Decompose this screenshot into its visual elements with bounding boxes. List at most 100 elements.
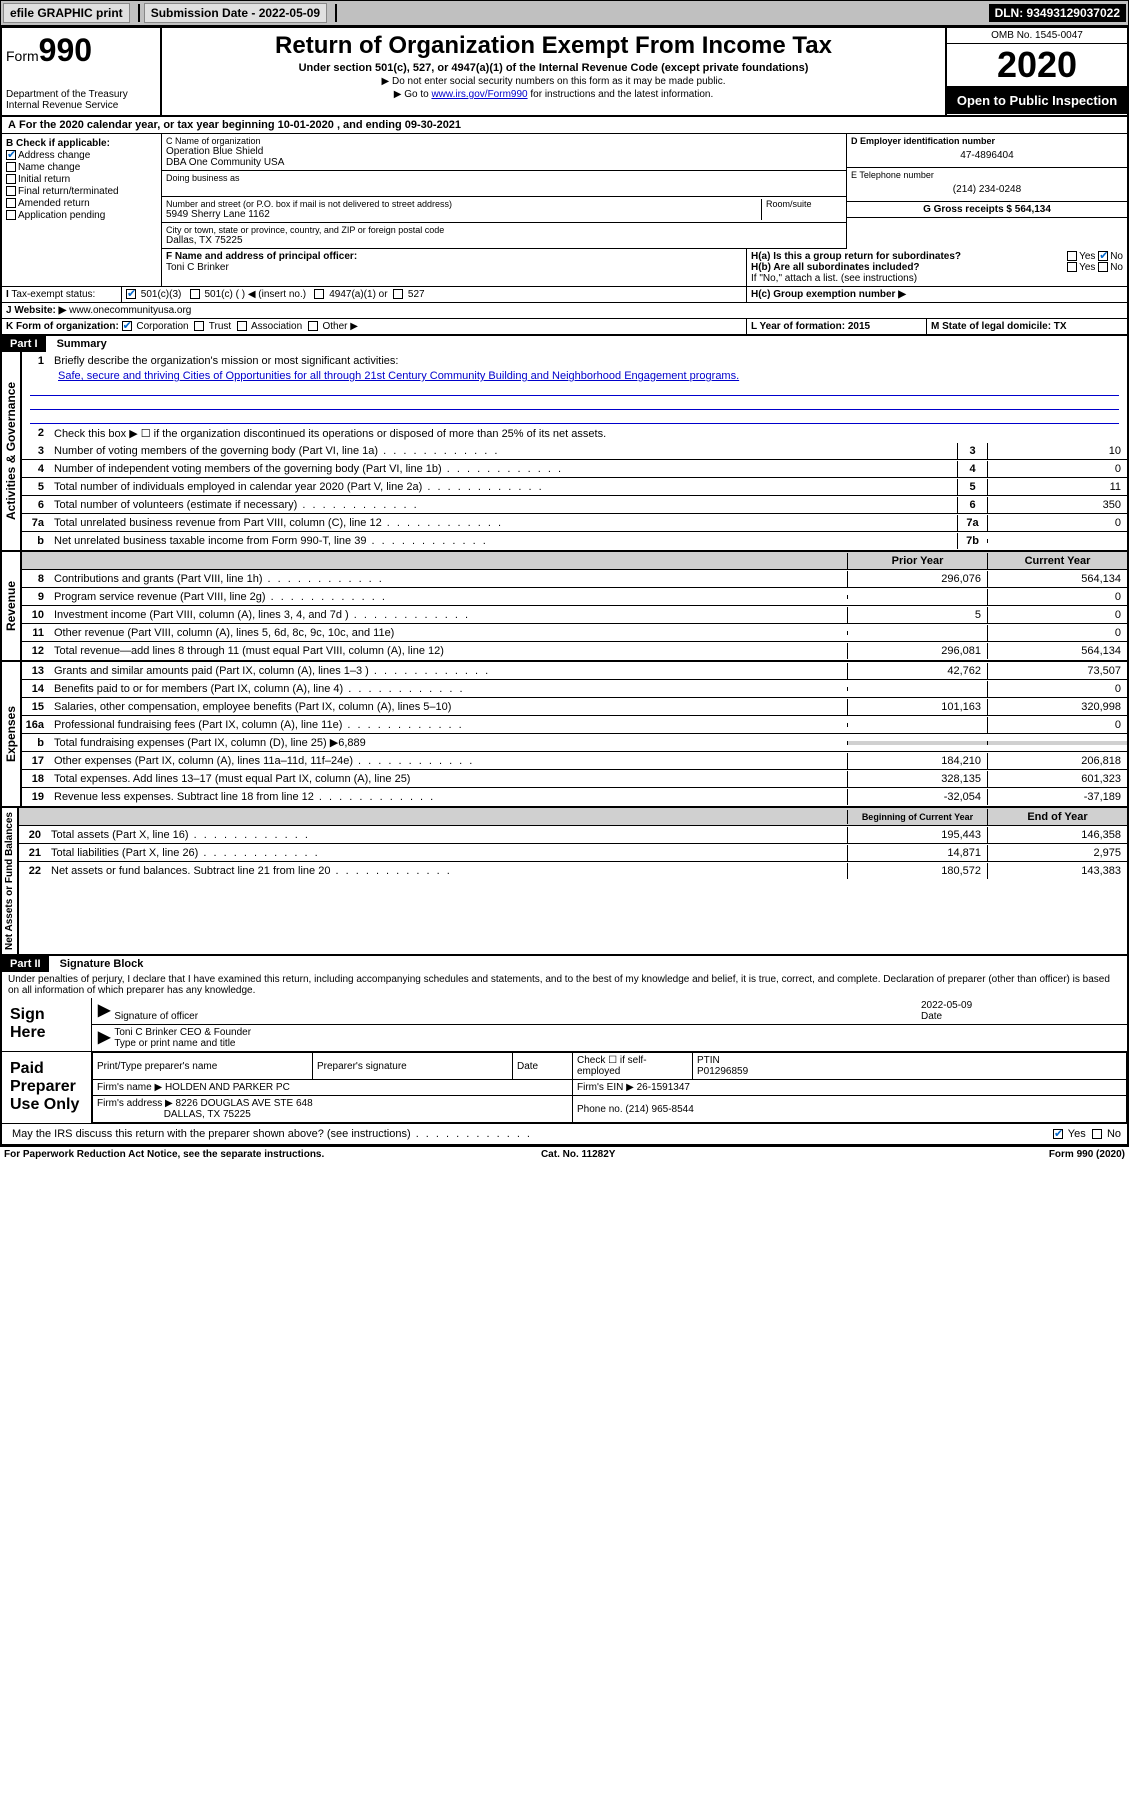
n2: 2 (22, 427, 50, 439)
l20: Total assets (Part X, line 16) (47, 827, 847, 843)
prep-sig-cell: Preparer's signature (313, 1053, 513, 1080)
chk-4947[interactable] (314, 289, 324, 299)
p18: 328,135 (847, 771, 987, 787)
firm-addr1: 8226 DOUGLAS AVE STE 648 (176, 1098, 313, 1109)
part1-net: Net Assets or Fund Balances Beginning of… (0, 808, 1129, 956)
l17: Other expenses (Part IX, column (A), lin… (50, 753, 847, 769)
sign-here: Sign Here (2, 998, 92, 1051)
k-cell: K Form of organization: Corporation Trus… (2, 319, 747, 334)
l9: Program service revenue (Part VIII, line… (50, 589, 847, 605)
p16b (847, 741, 987, 745)
l6: Total number of volunteers (estimate if … (50, 497, 957, 513)
c14: 0 (987, 681, 1127, 697)
no-lbl: No (1110, 262, 1123, 273)
c12: 564,134 (987, 643, 1127, 659)
firm-phone: (214) 965-8544 (625, 1104, 693, 1115)
chk-501c3[interactable] (126, 289, 136, 299)
chk-527[interactable] (393, 289, 403, 299)
part1-gov: Activities & Governance 1Briefly describ… (0, 352, 1129, 552)
j-cell: J Website: ▶ www.onecommunityusa.org (2, 303, 1127, 318)
chk-final[interactable]: Final return/terminated (6, 186, 157, 197)
sig-officer-line: ▶ Signature of officer 2022-05-09Date (92, 998, 1127, 1025)
c9: 0 (987, 589, 1127, 605)
hc-cell: H(c) Group exemption number ▶ (747, 287, 1127, 302)
chk-name[interactable]: Name change (6, 162, 157, 173)
city-field: City or town, state or province, country… (162, 223, 846, 249)
mission: Safe, secure and thriving Cities of Oppo… (58, 370, 739, 382)
ha-yes[interactable] (1067, 251, 1077, 261)
chk-label: Application pending (18, 210, 105, 221)
sig-date: 2022-05-09 (921, 1000, 972, 1011)
b-label: B Check if applicable: (6, 138, 110, 149)
ha-no[interactable] (1098, 251, 1108, 261)
note2-post: for instructions and the latest informat… (528, 89, 714, 100)
chk-address[interactable]: Address change (6, 150, 157, 161)
inspection: Open to Public Inspection (947, 87, 1127, 114)
discuss-row: May the IRS discuss this return with the… (2, 1124, 1127, 1144)
prep-date-cell: Date (513, 1053, 573, 1080)
date-lbl: Date (517, 1061, 538, 1072)
street-lbl: Number and street (or P.O. box if mail i… (166, 199, 757, 209)
p15: 101,163 (847, 699, 987, 715)
part1-label: Part I (2, 336, 46, 352)
firm-name-lbl: Firm's name ▶ (97, 1082, 162, 1093)
ptin-cell: PTINP01296859 (693, 1053, 1127, 1080)
opt: 527 (408, 289, 425, 300)
chk-initial[interactable]: Initial return (6, 174, 157, 185)
discuss-yes[interactable] (1053, 1129, 1063, 1139)
opt: Other ▶ (322, 321, 357, 332)
ein: 47-4896404 (851, 146, 1123, 165)
footer-left: For Paperwork Reduction Act Notice, see … (4, 1149, 324, 1160)
l15: Salaries, other compensation, employee b… (50, 699, 847, 715)
v6: 350 (987, 497, 1127, 513)
c15: 320,998 (987, 699, 1127, 715)
main-grid: B Check if applicable: Address change Na… (2, 134, 1127, 249)
form-990: 990 (39, 32, 92, 68)
gross-field: G Gross receipts $ 564,134 (847, 202, 1127, 218)
l-lbl: L Year of formation: 2015 (751, 321, 870, 332)
check-lbl: Check ☐ if self-employed (577, 1055, 647, 1077)
n21: 21 (19, 847, 47, 859)
chk-other[interactable] (308, 321, 318, 331)
firm-phone-cell: Phone no. (214) 965-8544 (573, 1096, 1127, 1123)
n7b: b (22, 535, 50, 547)
hb-yes[interactable] (1067, 262, 1077, 272)
c16b (987, 741, 1127, 745)
chk-amended[interactable]: Amended return (6, 198, 157, 209)
rev-content: Prior YearCurrent Year 8Contributions an… (22, 552, 1127, 660)
c18: 601,323 (987, 771, 1127, 787)
n19: 19 (22, 791, 50, 803)
chk-pending[interactable]: Application pending (6, 210, 157, 221)
c21: 2,975 (987, 845, 1127, 861)
arrow-icon: ▶ (98, 1000, 110, 1022)
hb-no[interactable] (1098, 262, 1108, 272)
hb-lbl: H(b) Are all subordinates included? (751, 262, 920, 273)
v7b (987, 539, 1127, 543)
i-opts: 501(c)(3) 501(c) ( ) ◀ (insert no.) 4947… (122, 287, 747, 302)
chk-trust[interactable] (194, 321, 204, 331)
hc-lbl: H(c) Group exemption number ▶ (751, 289, 906, 300)
b7b: 7b (957, 533, 987, 549)
form990-link[interactable]: www.irs.gov/Form990 (431, 89, 527, 100)
tax-year-text: For the 2020 calendar year, or tax year … (19, 119, 461, 131)
l19: Revenue less expenses. Subtract line 18 … (50, 789, 847, 805)
paid-right: Print/Type preparer's name Preparer's si… (92, 1052, 1127, 1123)
opt: 501(c)(3) (141, 289, 182, 300)
website: www.onecommunityusa.org (69, 305, 191, 316)
c16a: 0 (987, 717, 1127, 733)
discuss-no[interactable] (1092, 1129, 1102, 1139)
n11: 11 (22, 627, 50, 639)
efile-btn[interactable]: efile GRAPHIC print (3, 3, 130, 23)
section-a: A For the 2020 calendar year, or tax yea… (0, 117, 1129, 336)
chk-assoc[interactable] (237, 321, 247, 331)
h-note: If "No," attach a list. (see instruction… (751, 273, 1123, 284)
submission-btn[interactable]: Submission Date - 2022-05-09 (144, 3, 327, 23)
part1-exp: Expenses 13Grants and similar amounts pa… (0, 662, 1129, 808)
c11: 0 (987, 625, 1127, 641)
no-lbl: No (1107, 1128, 1121, 1140)
chk-corp[interactable] (122, 321, 132, 331)
tax-year-line: A For the 2020 calendar year, or tax yea… (2, 117, 1127, 134)
opt: Association (251, 321, 302, 332)
chk-501c[interactable] (190, 289, 200, 299)
g-lbl: G Gross receipts $ 564,134 (923, 204, 1051, 215)
